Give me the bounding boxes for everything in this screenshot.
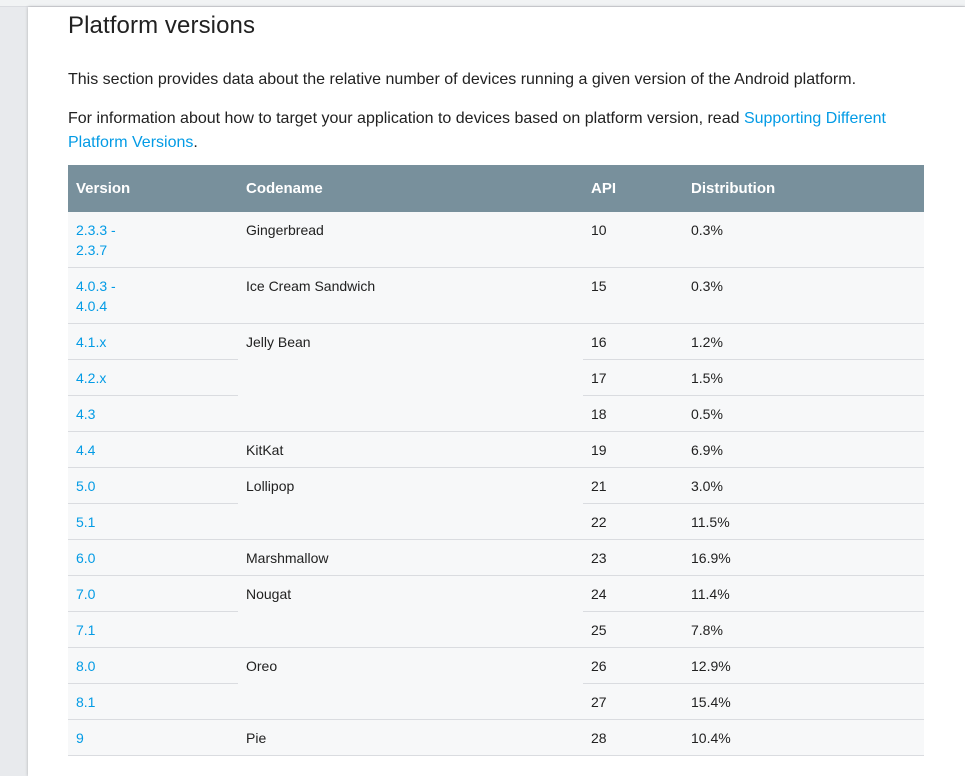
info-prefix: For information about how to target your… [68, 110, 744, 127]
header-codename: Codename [238, 165, 583, 212]
distribution-cell: 3.0% [683, 467, 924, 504]
version-link[interactable]: 7.0 [76, 586, 96, 602]
distribution-cell: 11.5% [683, 503, 924, 540]
table-header-row: Version Codename API Distribution [68, 165, 924, 212]
version-cell: 5.0 [68, 467, 238, 504]
codename-cell: Marshmallow [238, 539, 583, 576]
api-cell: 10 [583, 212, 683, 268]
table-row: 7.1 25 7.8% [68, 611, 924, 648]
distribution-cell: 1.5% [683, 359, 924, 396]
api-cell: 18 [583, 395, 683, 432]
table-row: 8.1 27 15.4% [68, 683, 924, 720]
table-row: 2.3.3 - 2.3.7 Gingerbread 10 0.3% [68, 212, 924, 268]
table-row: 9 Pie 28 10.4% [68, 719, 924, 756]
version-link[interactable]: 7.1 [76, 622, 96, 638]
api-cell: 16 [583, 323, 683, 360]
distribution-cell: 0.3% [683, 212, 924, 268]
codename-cell: Ice Cream Sandwich [238, 267, 583, 324]
version-cell: 9 [68, 719, 238, 756]
api-cell: 19 [583, 431, 683, 468]
version-link[interactable]: 9 [76, 730, 84, 746]
version-link[interactable]: 4.3 [76, 406, 96, 422]
distribution-cell: 15.4% [683, 683, 924, 720]
distribution-cell: 0.3% [683, 267, 924, 324]
table-row: 8.0 Oreo 26 12.9% [68, 647, 924, 720]
api-cell: 21 [583, 467, 683, 504]
api-cell: 15 [583, 267, 683, 324]
api-cell: 17 [583, 359, 683, 396]
header-distribution: Distribution [683, 165, 924, 212]
table-row: 4.2.x 17 1.5% [68, 359, 924, 396]
header-version: Version [68, 165, 238, 212]
api-cell: 26 [583, 647, 683, 684]
content-card: Platform versions This section provides … [28, 7, 965, 776]
codename-cell: Oreo [238, 647, 583, 720]
version-cell: 4.1.x [68, 323, 238, 360]
version-link[interactable]: 4.1.x [76, 334, 107, 350]
api-cell: 24 [583, 575, 683, 612]
table-row: 4.4 KitKat 19 6.9% [68, 431, 924, 468]
version-cell: 8.1 [68, 683, 238, 720]
codename-cell: Jelly Bean [238, 323, 583, 432]
version-cell: 6.0 [68, 539, 238, 576]
version-cell: 8.0 [68, 647, 238, 684]
version-link[interactable]: 4.2.x [76, 370, 107, 386]
codename-cell: Lollipop [238, 467, 583, 540]
version-cell: 4.2.x [68, 359, 238, 396]
distribution-cell: 16.9% [683, 539, 924, 576]
version-cell: 7.1 [68, 611, 238, 648]
codename-cell: Gingerbread [238, 212, 583, 268]
version-cell: 4.4 [68, 431, 238, 468]
version-link[interactable]: 4.0.3 - 4.0.4 [76, 278, 116, 314]
version-link[interactable]: 6.0 [76, 550, 96, 566]
distribution-cell: 11.4% [683, 575, 924, 612]
version-link[interactable]: 2.3.3 - 2.3.7 [76, 222, 116, 258]
table-row: 4.3 18 0.5% [68, 395, 924, 432]
distribution-cell: 7.8% [683, 611, 924, 648]
api-cell: 27 [583, 683, 683, 720]
table-row: 5.0 Lollipop 21 3.0% [68, 467, 924, 540]
table-row: 6.0 Marshmallow 23 16.9% [68, 539, 924, 576]
version-link[interactable]: 8.1 [76, 694, 96, 710]
table-row: 7.0 Nougat 24 11.4% [68, 575, 924, 648]
api-cell: 22 [583, 503, 683, 540]
supporting-versions-link[interactable]: Supporting Different Platform Versions [68, 110, 886, 151]
version-cell: 4.3 [68, 395, 238, 432]
version-cell: 2.3.3 - 2.3.7 [68, 212, 238, 268]
api-cell: 23 [583, 539, 683, 576]
version-cell: 4.0.3 - 4.0.4 [68, 267, 238, 324]
header-api: API [583, 165, 683, 212]
api-cell: 28 [583, 719, 683, 756]
distribution-cell: 12.9% [683, 647, 924, 684]
section-title: Platform versions [68, 12, 256, 39]
version-link[interactable]: 5.1 [76, 514, 96, 530]
version-link[interactable]: 8.0 [76, 658, 96, 674]
distribution-cell: 0.5% [683, 395, 924, 432]
table-row: 4.0.3 - 4.0.4 Ice Cream Sandwich 15 0.3% [68, 267, 924, 324]
top-bar [0, 0, 965, 7]
codename-cell: KitKat [238, 431, 583, 468]
intro-paragraph: This section provides data about the rel… [68, 71, 857, 88]
info-suffix: . [193, 134, 198, 151]
distribution-cell: 10.4% [683, 719, 924, 756]
table-row: 4.1.x Jelly Bean 16 1.2% [68, 323, 924, 432]
version-cell: 5.1 [68, 503, 238, 540]
distribution-cell: 6.9% [683, 431, 924, 468]
api-cell: 25 [583, 611, 683, 648]
distribution-cell: 1.2% [683, 323, 924, 360]
version-cell: 7.0 [68, 575, 238, 612]
platform-versions-table: Version Codename API Distribution 2.3.3 … [68, 165, 924, 756]
version-link[interactable]: 5.0 [76, 478, 96, 494]
codename-cell: Nougat [238, 575, 583, 648]
table-row: 5.1 22 11.5% [68, 503, 924, 540]
version-link[interactable]: 4.4 [76, 442, 96, 458]
info-paragraph: For information about how to target your… [68, 107, 908, 155]
codename-cell: Pie [238, 719, 583, 756]
